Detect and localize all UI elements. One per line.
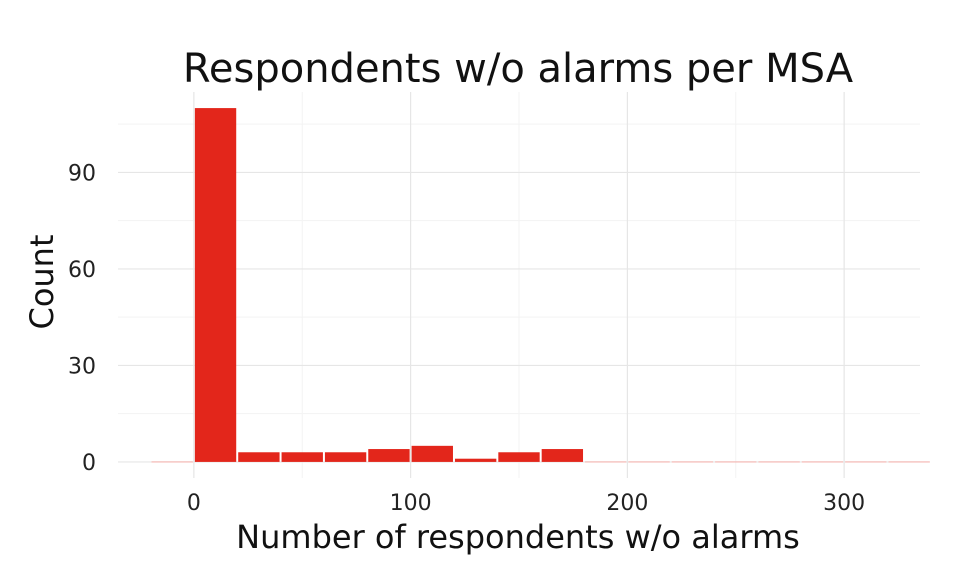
x-tick-label: 100 (390, 491, 432, 516)
histogram-bar (498, 452, 540, 462)
y-tick-label: 60 (68, 258, 96, 283)
histogram-bar (238, 452, 280, 462)
histogram-bar (368, 449, 410, 462)
histogram-bar (324, 452, 367, 462)
x-tick-label: 300 (823, 491, 865, 516)
x-tick-label: 0 (187, 491, 201, 516)
x-axis-title: Number of respondents w/o alarms (236, 518, 800, 556)
histogram-bar (541, 449, 584, 462)
y-tick-label: 0 (82, 451, 96, 476)
histogram-bar (281, 452, 323, 462)
x-axis-ticks: 0 100 200 300 (187, 491, 865, 516)
x-tick-label: 200 (606, 491, 648, 516)
histogram-bar (454, 458, 497, 462)
y-tick-label: 30 (68, 354, 96, 379)
bars (151, 108, 930, 463)
histogram-bar (411, 445, 453, 462)
y-axis-ticks: 0 30 60 90 (68, 161, 96, 476)
grid (118, 92, 920, 478)
histogram-bar (194, 108, 237, 462)
y-axis-title: Count (23, 234, 61, 329)
y-tick-label: 90 (68, 161, 96, 186)
chart-title: Respondents w/o alarms per MSA (183, 46, 854, 92)
